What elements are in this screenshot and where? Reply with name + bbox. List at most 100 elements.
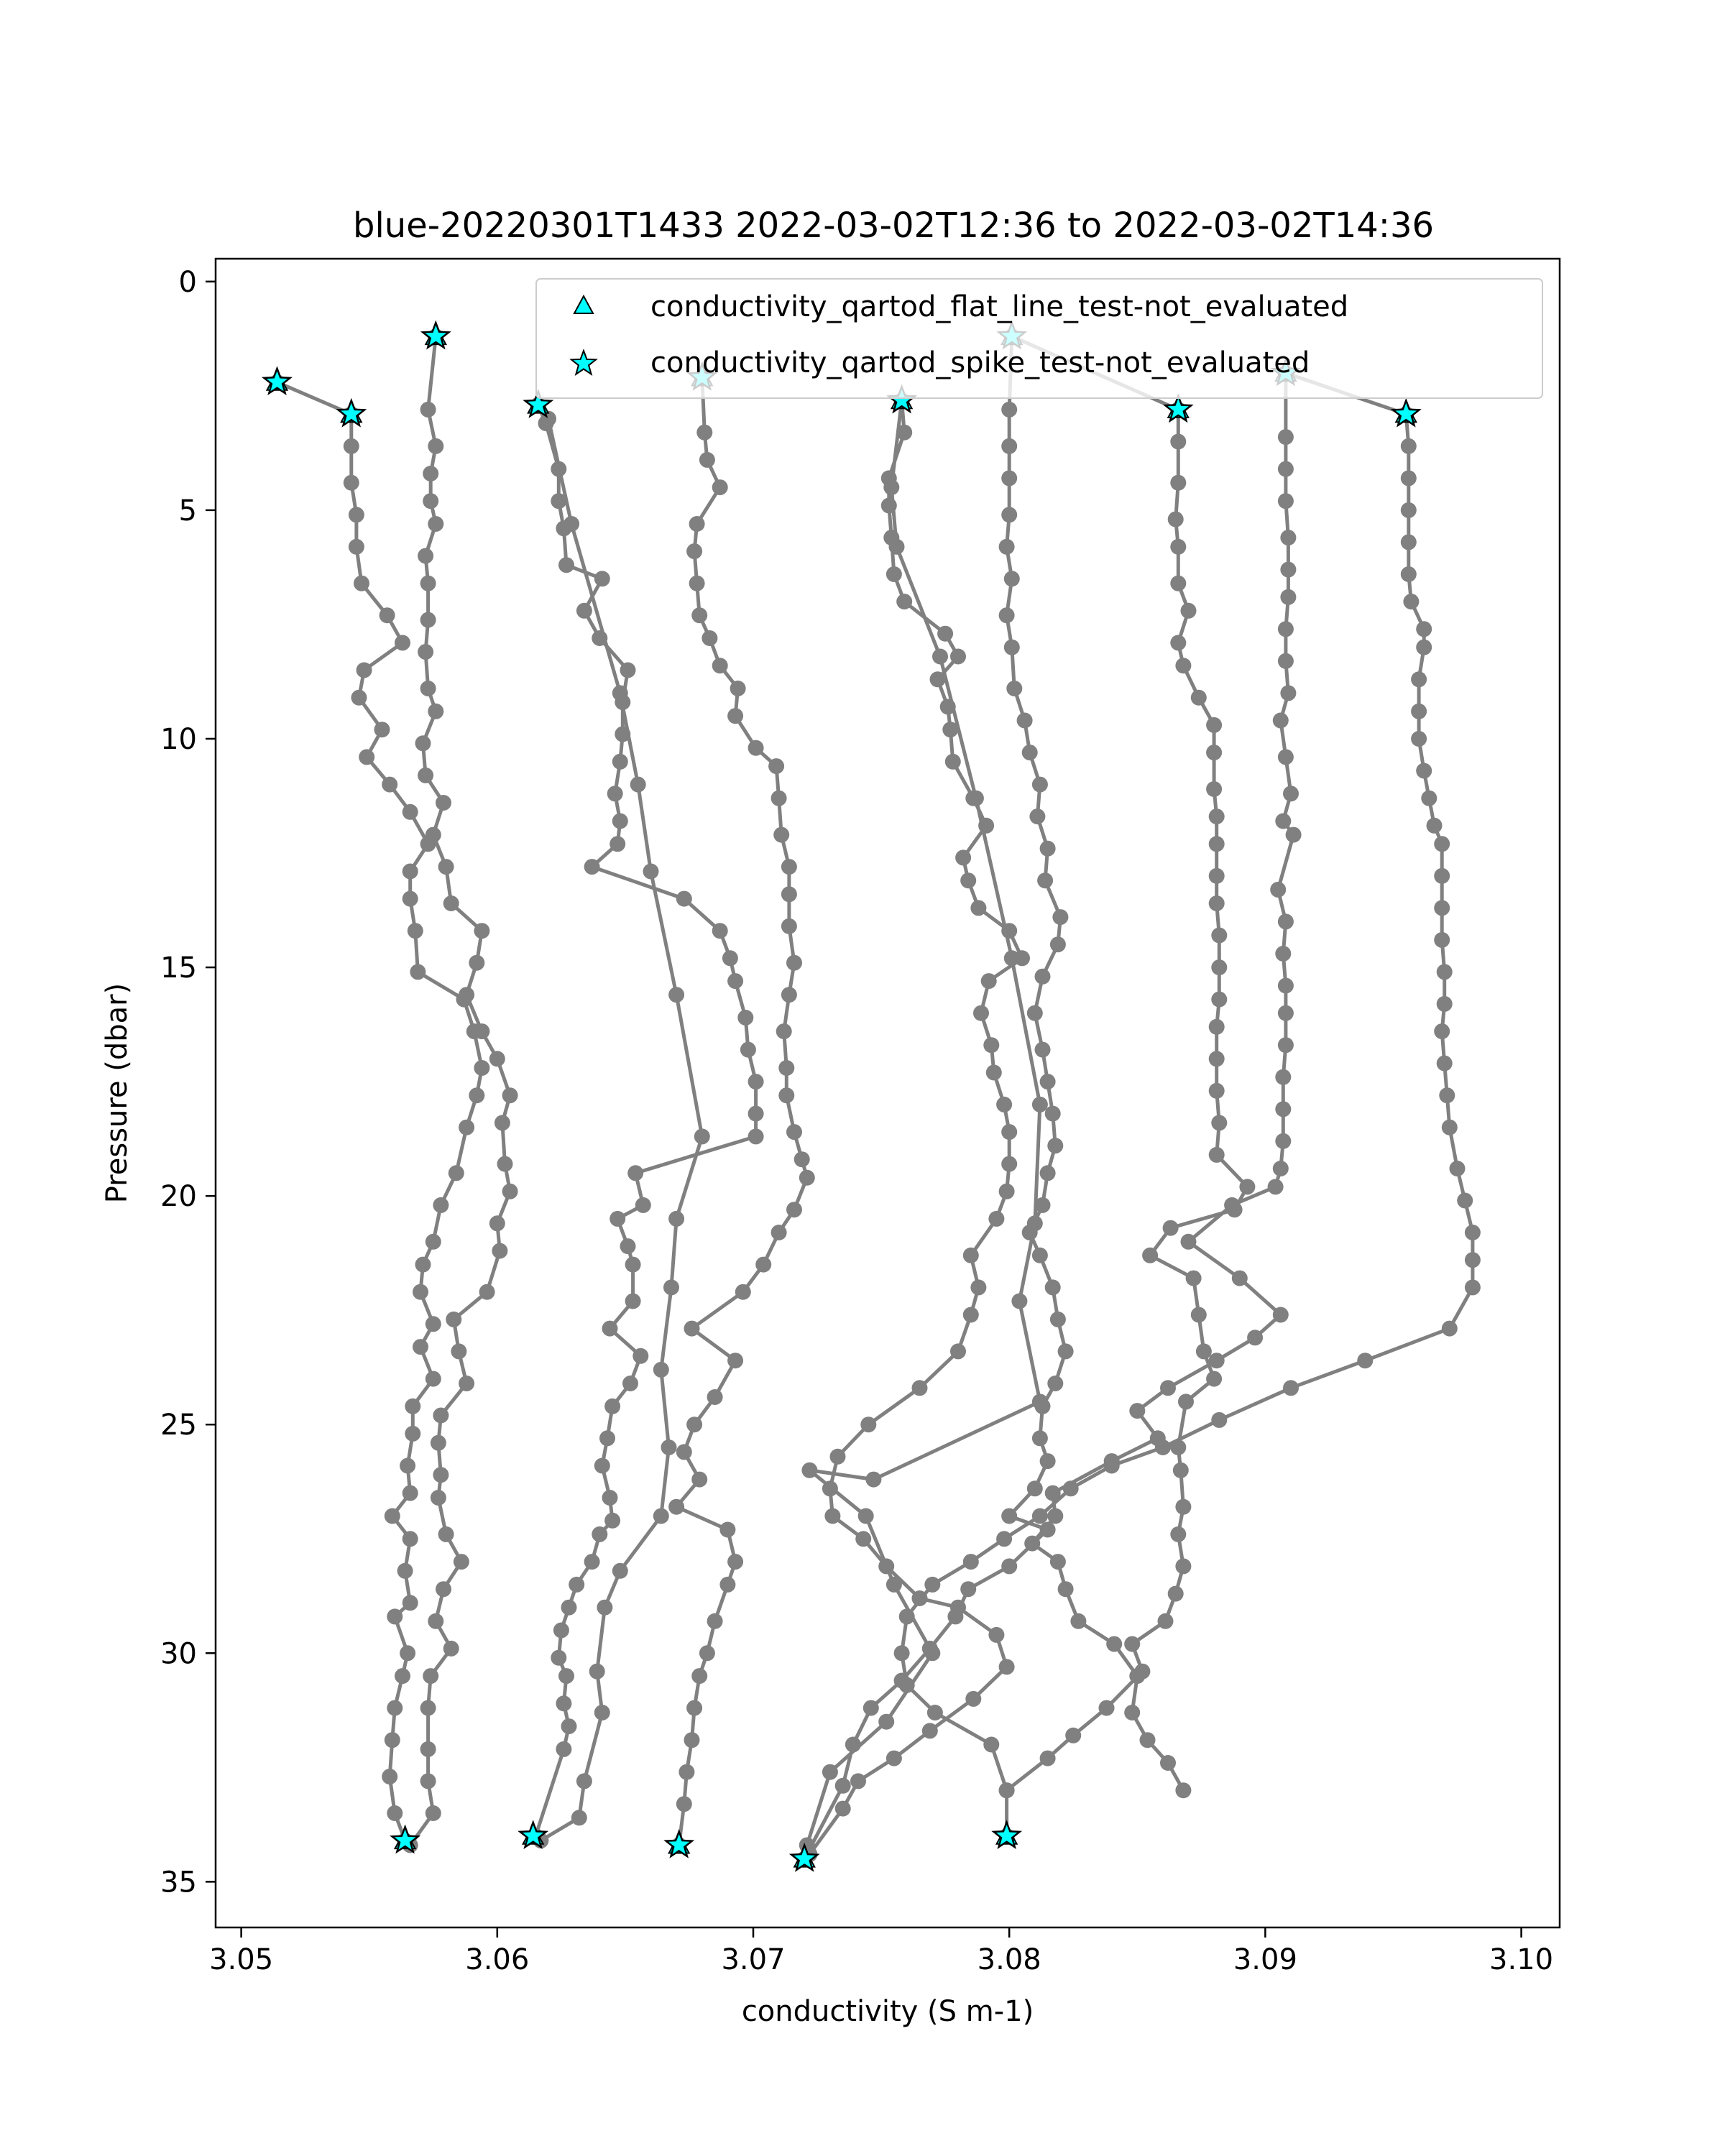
data-point [950, 1343, 966, 1360]
data-point [998, 538, 1015, 555]
data-point [1175, 1558, 1192, 1575]
data-point [722, 950, 738, 967]
data-point [1280, 561, 1297, 578]
data-point [727, 973, 744, 990]
data-point [627, 1165, 644, 1181]
data-point [1170, 433, 1187, 450]
data-point [1170, 538, 1187, 555]
data-point [420, 575, 436, 591]
data-point [1170, 474, 1187, 491]
data-point [998, 607, 1015, 624]
data-point [748, 740, 764, 756]
data-point [343, 474, 359, 491]
data-point [689, 516, 705, 532]
data-point [423, 466, 439, 482]
data-point [983, 1037, 1000, 1054]
data-point [985, 1064, 1002, 1081]
data-point [1001, 1156, 1018, 1172]
data-point [737, 1010, 754, 1026]
data-point [1031, 1430, 1048, 1447]
data-point [428, 516, 444, 532]
data-point [668, 1498, 685, 1515]
data-point [384, 1732, 400, 1749]
data-point [402, 1531, 418, 1547]
profile-series [998, 328, 1256, 1844]
data-point [691, 1668, 708, 1685]
data-point [1175, 1782, 1192, 1799]
data-point [1172, 1462, 1189, 1478]
data-point [921, 1640, 938, 1657]
data-point [1277, 1037, 1294, 1054]
data-point [564, 516, 580, 532]
data-point [1106, 1636, 1123, 1652]
data-point [1021, 745, 1038, 761]
data-point [1441, 1320, 1458, 1337]
data-point [418, 644, 434, 660]
data-point [1436, 995, 1453, 1012]
data-point [387, 1608, 403, 1625]
data-point [801, 1462, 818, 1478]
legend-label-spike: conductivity_qartod_spike_test-not_evalu… [650, 346, 1310, 379]
data-point [886, 1576, 902, 1593]
data-point [571, 1810, 587, 1826]
data-point [1026, 1005, 1043, 1021]
data-point [727, 1353, 744, 1369]
data-point [786, 954, 802, 971]
data-point [1441, 1119, 1458, 1135]
data-point [425, 1316, 441, 1332]
data-point [610, 1210, 626, 1227]
data-point [1170, 635, 1187, 651]
data-point [1285, 826, 1302, 843]
data-point [348, 538, 364, 555]
data-point [696, 424, 713, 441]
data-point [937, 625, 954, 642]
data-point [620, 662, 636, 678]
data-point [1464, 1279, 1481, 1296]
data-point [474, 923, 490, 939]
data-point [407, 923, 423, 939]
data-point [1211, 927, 1228, 944]
data-point [1185, 1270, 1202, 1286]
data-point [625, 1293, 641, 1309]
data-point [612, 1562, 628, 1579]
data-point [1167, 511, 1184, 528]
profile-series [1024, 365, 1302, 1799]
data-point [413, 1284, 428, 1300]
data-point [1175, 658, 1192, 674]
data-point [1001, 470, 1018, 487]
data-point [632, 1348, 649, 1364]
data-point [712, 479, 728, 496]
data-point [448, 1165, 464, 1181]
data-point [1124, 1636, 1141, 1652]
data-point [983, 1736, 1000, 1753]
x-tick-label: 3.05 [209, 1943, 273, 1976]
data-point [702, 630, 718, 646]
data-point [1175, 1498, 1192, 1515]
data-point [962, 1554, 979, 1570]
data-point [962, 1247, 979, 1263]
data-point [612, 685, 628, 701]
data-point [1400, 470, 1417, 487]
data-point [1436, 1055, 1453, 1072]
data-point [1039, 1165, 1056, 1181]
legend-box [535, 278, 1543, 399]
data-point [1211, 1411, 1228, 1428]
data-point [553, 1622, 569, 1639]
data-point [1139, 1732, 1156, 1749]
data-point [1062, 1480, 1079, 1497]
data-point [397, 1562, 413, 1579]
data-point [878, 1713, 895, 1730]
data-point [354, 575, 369, 591]
data-point [413, 1339, 428, 1355]
data-point [1277, 621, 1294, 637]
data-point [415, 735, 431, 752]
data-point [886, 566, 902, 582]
data-point [1208, 808, 1225, 825]
data-point [996, 1096, 1013, 1112]
data-point [1357, 1353, 1374, 1369]
data-point [998, 1659, 1015, 1675]
data-point [1170, 575, 1187, 591]
spike-flag-marker [1162, 393, 1194, 423]
data-point [438, 859, 454, 875]
data-point [799, 1169, 815, 1186]
